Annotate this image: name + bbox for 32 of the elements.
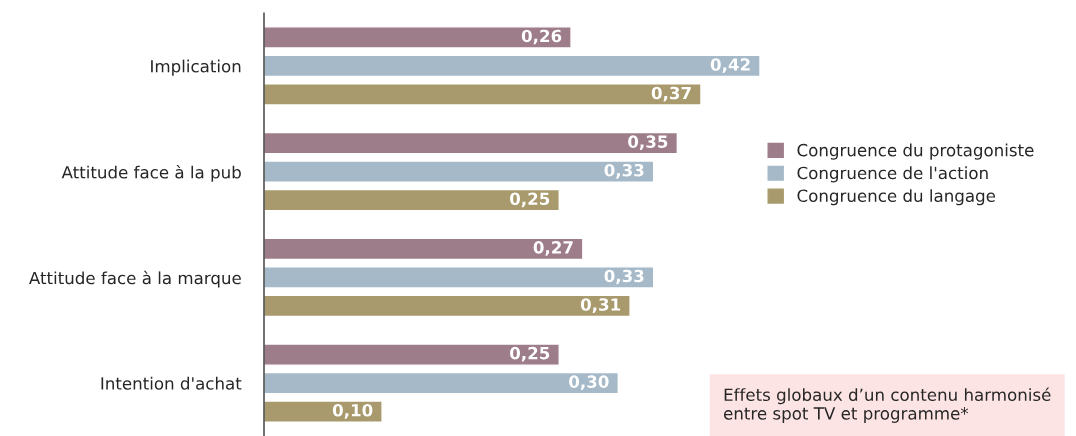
bar bbox=[264, 266, 655, 289]
legend-label: Congruence du langage bbox=[797, 189, 996, 206]
data-label: 0,33 bbox=[604, 269, 644, 285]
data-label: 0,30 bbox=[569, 375, 609, 391]
data-label: 0,27 bbox=[533, 241, 573, 256]
bar bbox=[264, 83, 702, 106]
y-tick-label: Attitude face à la marque bbox=[29, 270, 241, 288]
bar bbox=[264, 160, 655, 183]
data-label: 0,26 bbox=[521, 29, 562, 45]
bar bbox=[264, 54, 760, 78]
y-tick-label: Implication bbox=[151, 59, 241, 76]
data-label: 0,33 bbox=[604, 163, 644, 179]
y-tick-label: Intention d'achat bbox=[101, 376, 242, 390]
data-label: 0,25 bbox=[510, 192, 550, 208]
bar bbox=[264, 294, 631, 318]
bar bbox=[264, 188, 560, 212]
bar bbox=[264, 371, 619, 395]
data-label: 0,31 bbox=[580, 298, 621, 313]
data-label: 0,35 bbox=[628, 135, 668, 151]
legend-label: Congruence du protagoniste bbox=[797, 143, 1034, 160]
bar bbox=[264, 131, 679, 155]
bar bbox=[264, 400, 383, 423]
data-label: 0,42 bbox=[710, 58, 750, 73]
data-label: 0,37 bbox=[651, 86, 691, 102]
data-label: 0,25 bbox=[510, 346, 550, 362]
legend-label: Congruence de l'action bbox=[797, 166, 988, 183]
bar bbox=[264, 237, 584, 261]
y-tick-label: Attitude face à la pub bbox=[61, 165, 241, 182]
annotation: Effets globaux d’un contenu harmonisé entre spot TV et programme* bbox=[723, 387, 1051, 423]
bar bbox=[264, 26, 572, 49]
data-label: 0,10 bbox=[332, 403, 373, 419]
bar bbox=[264, 343, 560, 366]
